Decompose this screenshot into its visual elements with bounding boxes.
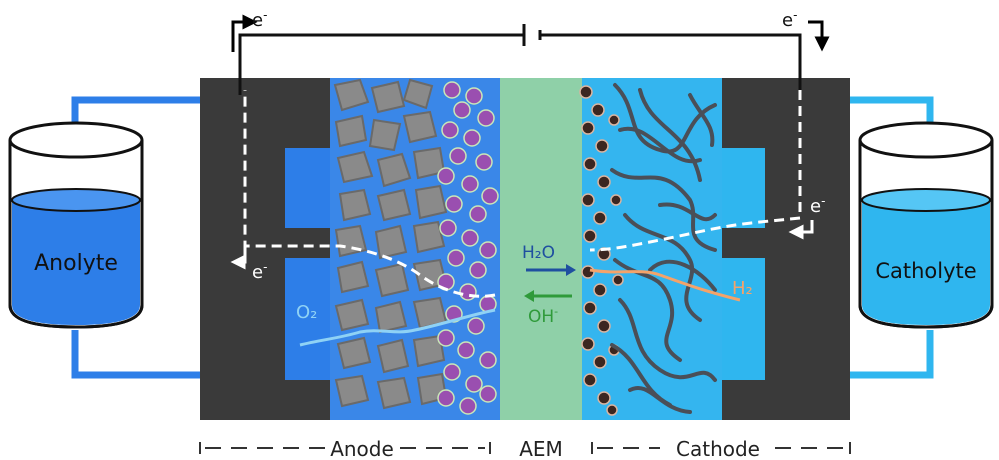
electron-path-cathode-arrow <box>788 220 814 240</box>
anode-catalyst-layer <box>437 81 499 415</box>
anode-flow-channel-lower <box>285 258 330 380</box>
catholyte-tank <box>858 121 994 329</box>
anode-extent-marker <box>199 442 491 454</box>
o2-flow-path <box>299 308 496 347</box>
electron-flow-arrow-right <box>808 20 830 52</box>
o2-label: O₂ <box>296 302 317 323</box>
cathode-label: Cathode <box>676 437 760 460</box>
electron-path-anode <box>243 90 496 298</box>
oh-label: OH- <box>528 305 558 327</box>
cathode-flow-channel-upper <box>722 148 765 228</box>
anode-porous-transport-layer <box>333 78 448 410</box>
electron-label-anode: e- <box>252 260 267 283</box>
cathode-flow-field-plate <box>722 78 850 420</box>
electron-label-cathode: e- <box>810 194 825 217</box>
cathode-extent-marker <box>591 442 851 454</box>
anode-flow-field-plate <box>200 78 330 420</box>
h2o-flow-arrow <box>526 264 576 276</box>
h2-flow-path <box>589 268 741 302</box>
anode-flow-channel-upper <box>285 148 330 228</box>
h2-label: H₂ <box>732 278 753 299</box>
h2o-label: H₂O <box>522 243 555 263</box>
anolyte-label: Anolyte <box>34 251 118 276</box>
anion-exchange-membrane <box>500 78 582 420</box>
aem-label: AEM <box>519 437 563 460</box>
electron-label-top-left: e- <box>252 8 267 31</box>
electron-path-anode-arrow <box>230 246 247 270</box>
anolyte-tank <box>8 121 144 329</box>
external-circuit <box>238 24 802 95</box>
electron-path-cathode <box>589 90 802 252</box>
cathode-flow-channel-lower <box>722 258 765 380</box>
anode-label: Anode <box>330 437 394 460</box>
electron-flow-arrow-left <box>231 14 258 52</box>
electron-label-top-right: e- <box>782 8 797 31</box>
oh-flow-arrow <box>524 290 572 302</box>
cathode-catalyst-layer <box>579 85 624 416</box>
catholyte-label: Catholyte <box>875 259 976 283</box>
